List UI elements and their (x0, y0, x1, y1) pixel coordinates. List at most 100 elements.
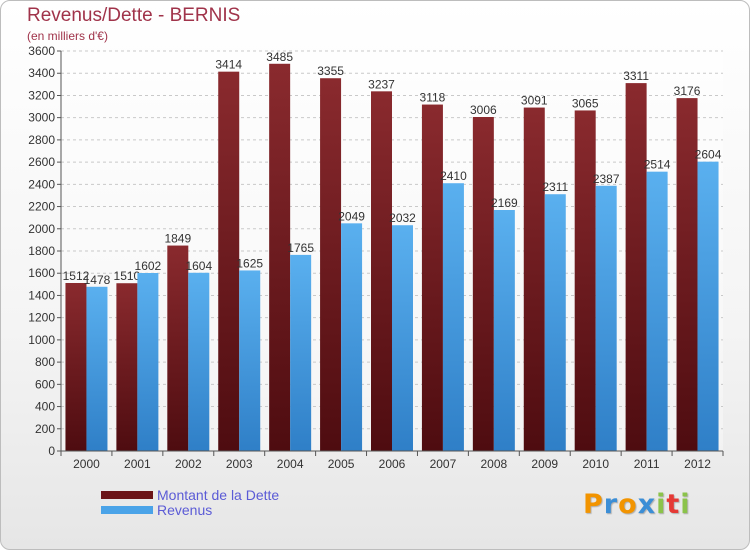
logo-letter: o (618, 489, 638, 520)
chart-subtitle: (en milliers d'€) (27, 29, 108, 43)
y-axis: 0 200 400 600 800 1000 1200 1400 1600 1800 2000 220… (28, 44, 62, 458)
y-tick-label: 400 (35, 400, 55, 414)
bar-revenus (544, 194, 566, 451)
bar-revenus (493, 210, 515, 451)
bar-dette (218, 71, 240, 452)
bar-dette (269, 63, 291, 452)
bar-revenus (86, 286, 108, 451)
data-label-revenus: 2032 (389, 211, 416, 225)
bar-revenus (137, 273, 159, 451)
legend-item-revenus: Revenus (101, 501, 279, 518)
x-tick-label: 2001 (124, 457, 151, 471)
data-label-revenus: 1602 (135, 259, 162, 273)
bar-dette (421, 104, 443, 452)
bar-revenus (646, 171, 668, 451)
data-label-dette: 3355 (317, 64, 344, 78)
y-tick-label: 2000 (28, 222, 55, 236)
y-tick-label: 0 (48, 444, 55, 458)
y-tick-label: 600 (35, 377, 55, 391)
data-label-dette: 3091 (521, 94, 548, 108)
legend-swatch-dette (101, 490, 153, 499)
data-label-dette: 3237 (368, 77, 395, 91)
data-label-dette: 3118 (420, 91, 446, 105)
data-label-dette: 1512 (63, 269, 90, 283)
bar-dette (676, 98, 698, 451)
y-tick-label: 2800 (28, 133, 55, 147)
x-tick-label: 2012 (684, 457, 711, 471)
bar-dette (320, 78, 342, 451)
legend-label-dette: Montant de la Dette (157, 486, 280, 503)
bar-dette (167, 245, 189, 451)
bar-revenus (290, 254, 312, 451)
bar-dette (625, 83, 647, 451)
bar-revenus (595, 185, 617, 451)
legend: Montant de la Dette Revenus (101, 486, 280, 518)
y-tick-label: 3600 (28, 44, 55, 58)
x-tick-label: 2005 (328, 457, 355, 471)
logo-letter: P (583, 489, 604, 520)
y-tick-label: 2200 (28, 200, 55, 214)
y-tick-label: 200 (35, 422, 55, 436)
data-label-revenus: 2387 (593, 172, 620, 186)
x-tick-label: 2004 (277, 457, 304, 471)
y-tick-label: 1600 (28, 266, 55, 280)
x-tick-label: 2006 (379, 457, 406, 471)
data-label-dette: 3006 (470, 103, 497, 117)
x-tick-label: 2003 (226, 457, 253, 471)
bar-revenus (392, 225, 413, 451)
logo-letter: i (680, 489, 691, 520)
data-label-revenus: 1765 (287, 241, 314, 255)
y-tick-label: 800 (35, 355, 55, 369)
data-label-dette: 3485 (266, 50, 293, 64)
bar-dette (472, 117, 494, 451)
logo-letter: t (666, 489, 681, 520)
proxiti-logo: Proxiti (583, 489, 691, 520)
bar-dette (65, 283, 87, 451)
y-tick-label: 1200 (28, 311, 55, 325)
data-label-dette: 1849 (164, 232, 191, 246)
bar-dette (371, 91, 392, 451)
data-label-dette: 3311 (623, 69, 649, 83)
y-tick-label: 1000 (28, 333, 55, 347)
data-label-revenus: 1604 (185, 259, 212, 273)
bar-dette (523, 107, 545, 452)
x-tick-label: 2009 (531, 457, 558, 471)
x-tick-label: 2007 (430, 457, 457, 471)
y-tick-label: 2400 (28, 177, 55, 191)
legend-label-revenus: Revenus (157, 501, 213, 518)
x-tick-label: 2002 (175, 457, 202, 471)
y-tick-label: 2600 (28, 155, 55, 169)
data-label-dette: 3176 (674, 84, 701, 98)
data-label-revenus: 2049 (338, 209, 365, 223)
x-tick-label: 2008 (480, 457, 507, 471)
bar-revenus (442, 183, 464, 451)
legend-item-dette: Montant de la Dette (101, 486, 280, 503)
y-tick-label: 1800 (28, 244, 55, 258)
data-label-revenus: 2514 (644, 158, 671, 172)
y-tick-label: 3000 (28, 111, 55, 125)
y-tick-label: 1400 (28, 288, 55, 302)
logo-letter: x (637, 489, 657, 520)
x-axis: 2000 2001 2002 2003 2004 2005 2006 2007 2008 2009… (60, 450, 724, 471)
bar-dette (574, 110, 596, 451)
bar-revenus (341, 223, 363, 451)
y-tick-label: 3400 (28, 66, 55, 80)
y-tick-label: 3200 (28, 88, 55, 102)
x-tick-label: 2000 (73, 457, 100, 471)
data-label-revenus: 2604 (695, 148, 722, 162)
data-label-revenus: 2311 (542, 180, 568, 194)
chart-title: Revenus/Dette - BERNIS (27, 5, 241, 26)
bar-revenus (697, 161, 719, 451)
logo-letter: i (656, 489, 667, 520)
data-label-revenus: 1625 (236, 256, 263, 270)
x-tick-label: 2010 (582, 457, 609, 471)
bar-revenus (239, 270, 261, 451)
data-label-revenus: 1478 (84, 273, 111, 287)
bar-dette (116, 283, 138, 451)
bar-revenus (188, 272, 210, 451)
data-label-dette: 3065 (572, 96, 599, 110)
data-label-revenus: 2169 (491, 196, 518, 210)
data-label-dette: 1510 (114, 269, 141, 283)
